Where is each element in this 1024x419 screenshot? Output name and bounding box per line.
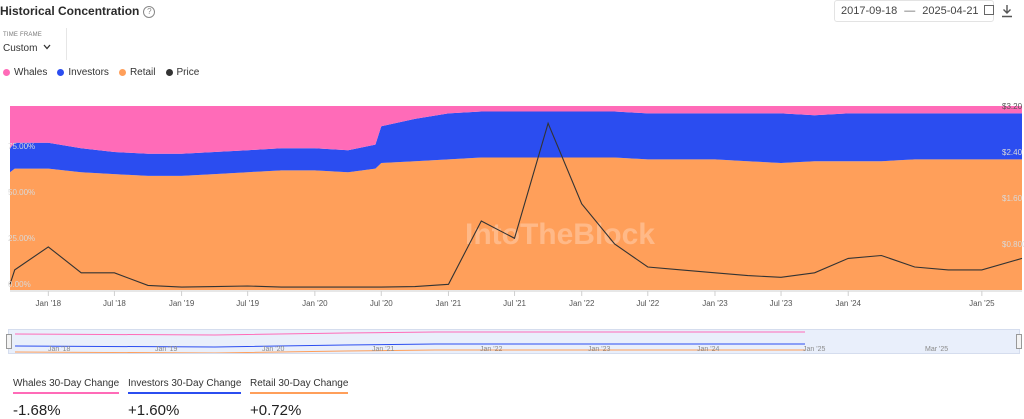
legend-label: Price [176,67,200,78]
legend-dot-icon [3,69,10,76]
stat-value: +1.60% [128,402,180,419]
area-retail [10,157,1022,290]
x-tick-label: Jan '24 [835,299,861,307]
area-investors [10,111,1022,176]
navigator-right-handle[interactable] [1016,334,1022,349]
navigator-series-line [15,331,805,336]
right-axis-label: $3.20 [1002,102,1023,111]
area-whales [10,106,1022,154]
navigator-series-line [15,349,805,353]
timeframe-divider [66,28,67,60]
x-tick-label: Jul '20 [370,299,393,307]
date-start[interactable]: 2017-09-18 [841,5,898,17]
stat-card: Investors 30-Day Change +1.60% [128,378,242,419]
navigator-label: Jan '25 [803,346,826,353]
x-tick-label: Jul '22 [636,299,659,307]
stat-card: Retail 30-Day Change +0.72% [250,378,349,419]
watermark: IntoTheBlock [465,218,655,251]
date-range-picker[interactable]: 2017-09-18 — 2025-04-21 [834,0,994,22]
x-tick-label: Jul '19 [236,299,259,307]
calendar-icon[interactable] [983,5,994,15]
legend-item-investors[interactable]: Investors [57,67,109,78]
price-line [9,121,1023,288]
stat-label: Whales 30-Day Change [13,378,120,394]
legend-label: Retail [129,67,156,78]
left-axis-label: 0.00% [8,280,31,289]
chevron-down-icon [43,44,51,50]
navigator-label: Jan '18 [48,346,71,353]
navigator-label: Jan '20 [262,346,285,353]
legend-label: Investors [68,67,109,78]
left-axis-label: 75.00% [8,142,35,151]
date-end[interactable]: 2025-04-21 [922,5,979,17]
date-separator: — [904,5,916,17]
stat-label: Retail 30-Day Change [250,378,349,394]
legend-item-price[interactable]: Price [165,67,200,78]
navigator-label: Jan '24 [697,346,720,353]
concentration-chart: IntoTheBlock 0.00% 25.00% 50.00% 75.00% $0.80… [8,102,1024,307]
legend-item-whales[interactable]: Whales [3,67,47,78]
legend: Whales Investors Retail Price [3,67,199,78]
chart-title: Historical Concentration? [0,4,156,18]
left-axis-label: 25.00% [8,234,35,243]
x-tick-label: Jan '20 [302,299,328,307]
x-tick-label: Jul '21 [503,299,526,307]
timeframe-label: TIME FRAME [3,32,42,38]
help-icon[interactable]: ? [143,6,156,18]
legend-dot-icon [57,69,65,76]
left-axis-label: 50.00% [8,188,35,197]
navigator-left-handle[interactable] [6,334,12,349]
stat-value: +0.72% [250,402,302,419]
navigator-label: Mar '25 [925,346,949,353]
timeframe-select[interactable]: Custom [3,43,51,54]
x-tick-label: Jan '21 [436,299,462,307]
navigator-label: Jan '19 [155,346,178,353]
navigator-label: Jan '22 [480,346,503,353]
x-tick-label: Jan '19 [169,299,195,307]
navigator-label: Jan '21 [372,346,395,353]
x-tick-label: Jan '23 [702,299,728,307]
x-tick-label: Jan '22 [569,299,595,307]
legend-item-retail[interactable]: Retail [118,67,156,78]
timeframe-value: Custom [3,43,38,54]
stat-value: -1.68% [13,402,61,419]
x-tick-label: Jul '23 [770,299,793,307]
chart-title-text: Historical Concentration [0,4,140,18]
download-icon[interactable] [1001,4,1013,18]
stat-label: Investors 30-Day Change [128,378,242,394]
legend-dot-icon [165,69,173,76]
navigator-preview [15,331,805,353]
right-axis-label: $1.60 [1002,194,1023,203]
x-tick-label: Jan '25 [969,299,995,307]
navigator-label: Jan '23 [588,346,611,353]
stat-card: Whales 30-Day Change -1.68% [13,378,120,419]
range-navigator[interactable] [6,329,1022,354]
right-axis-label: $0.800 [1002,240,1024,249]
x-tick-label: Jan '18 [36,299,62,307]
navigator-series-line [15,343,805,348]
legend-label: Whales [14,67,48,78]
right-axis-label: $2.40 [1002,148,1023,157]
x-tick-label: Jul '18 [103,299,126,307]
legend-dot-icon [118,69,126,76]
